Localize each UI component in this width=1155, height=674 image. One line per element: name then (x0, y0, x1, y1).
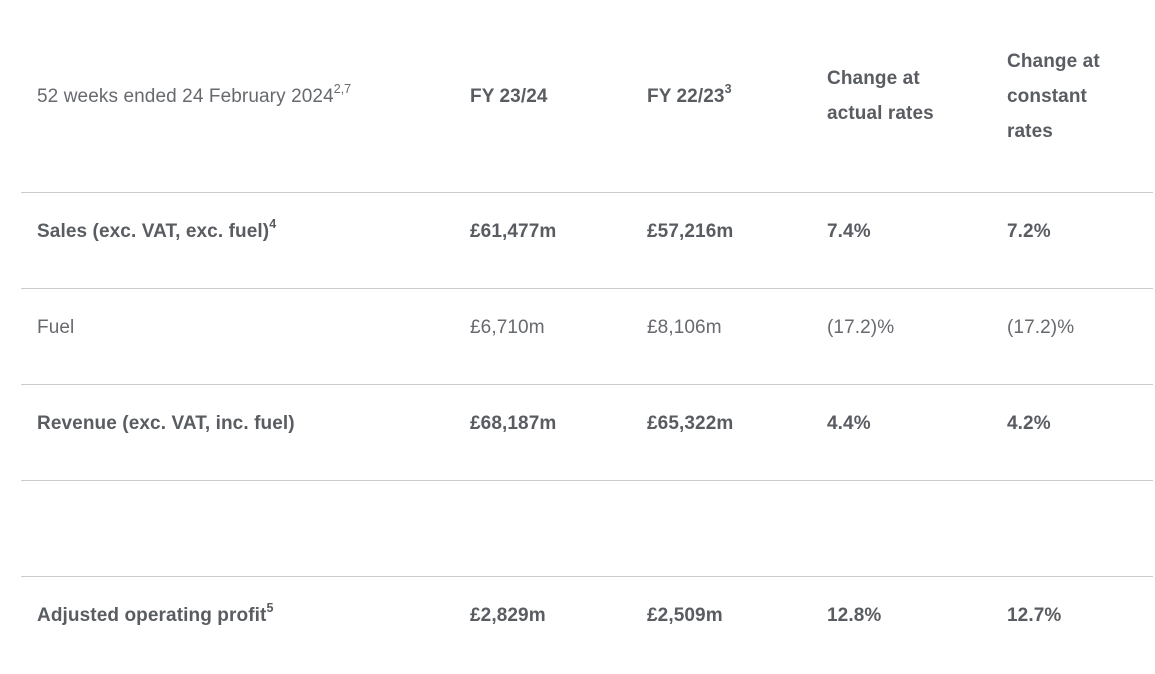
table-row-revenue: Revenue (exc. VAT, inc. fuel) £68,187m £… (21, 385, 1153, 481)
table-row-sales: Sales (exc. VAT, exc. fuel)4 £61,477m £5… (21, 193, 1153, 289)
cell-fy-current: £2,829m (470, 604, 546, 626)
cell-fy-current: £6,710m (470, 316, 545, 338)
cell-fy-current: £68,187m (470, 412, 557, 434)
column-header-change-constant: Change at constant rates (1007, 44, 1153, 149)
row-label-text: Adjusted operating profit (37, 604, 267, 626)
cell-fy-current: £61,477m (470, 220, 557, 242)
cell-change-constant: 12.7% (1007, 604, 1062, 626)
cell-fy-prior: £65,322m (647, 412, 734, 434)
fy-prior-label: FY 22/23 (647, 85, 725, 107)
row-footnote-superscript: 4 (269, 217, 277, 232)
change-actual-label: Change at actual rates (827, 68, 934, 124)
cell-change-constant: 4.2% (1007, 412, 1051, 434)
row-label-text: Fuel (37, 316, 75, 338)
column-header-period: 52 weeks ended 24 February 20242,7 (21, 79, 470, 114)
fy-prior-footnote-superscript: 3 (724, 82, 732, 97)
cell-change-actual: 4.4% (827, 412, 871, 434)
table-header-row: 52 weeks ended 24 February 20242,7 FY 23… (21, 0, 1153, 193)
cell-fy-prior: £2,509m (647, 604, 723, 626)
cell-change-actual: 7.4% (827, 220, 871, 242)
cell-change-actual: (17.2)% (827, 316, 895, 338)
column-header-fy-current: FY 23/24 (470, 85, 548, 107)
financial-results-table: 52 weeks ended 24 February 20242,7 FY 23… (21, 0, 1153, 672)
row-label: Adjusted operating profit5 (21, 602, 470, 627)
row-label: Revenue (exc. VAT, inc. fuel) (21, 413, 470, 435)
table-row-adjusted-operating-profit: Adjusted operating profit5 £2,829m £2,50… (21, 577, 1153, 672)
change-constant-label: Change at constant rates (1007, 50, 1100, 142)
row-label: Sales (exc. VAT, exc. fuel)4 (21, 218, 470, 243)
table-row-fuel: Fuel £6,710m £8,106m (17.2)% (17.2)% (21, 289, 1153, 385)
table-row-empty (21, 481, 1153, 577)
cell-fy-prior: £8,106m (647, 316, 722, 338)
cell-change-constant: (17.2)% (1007, 316, 1075, 338)
cell-change-constant: 7.2% (1007, 220, 1051, 242)
row-label: Fuel (21, 317, 470, 339)
row-footnote-superscript: 5 (266, 601, 274, 616)
cell-change-actual: 12.8% (827, 604, 882, 626)
period-footnote-superscript: 2,7 (333, 82, 352, 97)
column-header-change-actual: Change at actual rates (827, 61, 1007, 131)
column-header-fy-prior: FY 22/233 (647, 79, 827, 114)
row-label-text: Revenue (exc. VAT, inc. fuel) (37, 412, 295, 434)
row-label-text: Sales (exc. VAT, exc. fuel) (37, 220, 270, 242)
cell-fy-prior: £57,216m (647, 220, 734, 242)
period-label: 52 weeks ended 24 February 2024 (37, 85, 334, 107)
